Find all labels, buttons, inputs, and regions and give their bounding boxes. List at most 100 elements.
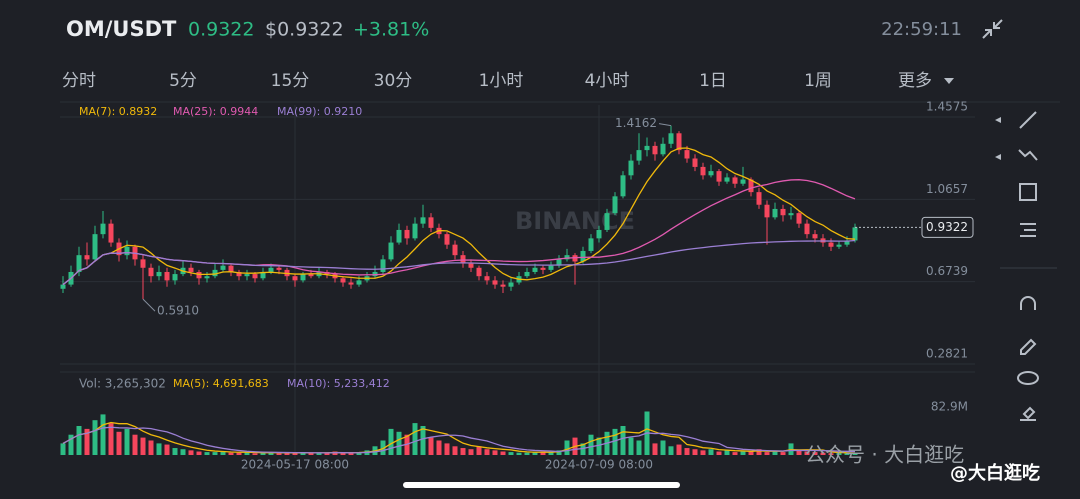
volume-bar <box>428 437 434 455</box>
y-tick-label: 0.2821 <box>926 347 968 361</box>
volume-bar <box>636 440 642 455</box>
ma-label: MA(25): 0.9944 <box>173 105 258 118</box>
candle-body <box>492 280 498 285</box>
tab[interactable]: 更多 <box>898 71 932 91</box>
volume-bar <box>652 443 658 455</box>
tool-line[interactable] <box>1019 111 1037 129</box>
volume-bar <box>276 453 282 455</box>
volume-bar <box>324 452 330 455</box>
y-tick-label: 1.0657 <box>926 182 968 196</box>
candle-body <box>852 227 858 241</box>
tool-fib[interactable] <box>1020 223 1036 237</box>
candle-body <box>780 208 786 216</box>
candle-body <box>308 274 314 277</box>
collapse-icon[interactable] <box>982 19 1003 39</box>
last-price-box <box>921 216 974 238</box>
tool-trend[interactable] <box>1018 149 1038 161</box>
tab[interactable]: 4小时 <box>585 71 630 91</box>
tab[interactable]: 1小时 <box>479 71 524 91</box>
tab[interactable]: 1周 <box>804 71 832 91</box>
candle-body <box>228 265 234 272</box>
tool-rect[interactable] <box>1019 183 1037 201</box>
candle-body <box>244 274 250 277</box>
candle-body <box>772 208 778 218</box>
candle-body <box>828 242 834 247</box>
candle-body <box>444 234 450 245</box>
volume-bar <box>556 450 562 455</box>
tab[interactable]: 1日 <box>699 71 727 91</box>
candle-body <box>628 160 634 176</box>
candle-body <box>100 223 106 235</box>
dropdown-arrow <box>944 78 954 84</box>
volume-bar <box>628 437 634 455</box>
vol-label: Vol: 3,265,302 <box>79 377 166 391</box>
volume-bar <box>172 448 178 455</box>
volume-bar <box>300 452 306 455</box>
candle-body <box>380 259 386 272</box>
usd-price: $0.9322 <box>265 19 344 41</box>
candle-body <box>428 217 434 228</box>
candle-body <box>716 171 722 182</box>
vol-ma-label: MA(10): 5,233,412 <box>287 377 390 390</box>
ma-label: MA(7): 0.8932 <box>79 105 157 118</box>
volume-bar <box>676 444 682 455</box>
candle-body <box>396 229 402 243</box>
volume-bar <box>852 453 858 455</box>
tab[interactable]: 15分 <box>271 71 310 91</box>
volume-bar <box>356 452 362 455</box>
annotation-label: 1.4162 <box>615 116 657 130</box>
volume-bar <box>620 426 626 455</box>
volume-bar <box>236 452 242 455</box>
toolbar-arrow[interactable] <box>995 117 1001 160</box>
tab-bar: 分时 5分 15分 30分 1小时 4小时 1日 1周 更多 <box>62 71 954 91</box>
candle-body <box>108 223 114 243</box>
candle-body <box>684 150 690 159</box>
volume-bar <box>548 452 554 455</box>
volume-bar <box>132 434 138 455</box>
candle-body <box>404 229 410 239</box>
last-price: 0.9322 <box>926 220 968 234</box>
tool-pen[interactable] <box>1020 338 1037 355</box>
volume-bar <box>716 451 722 455</box>
volume-bar <box>212 452 218 455</box>
volume-bar <box>764 452 770 455</box>
volume-bar <box>124 428 130 455</box>
candle-body <box>788 213 794 216</box>
candle-body <box>508 282 514 287</box>
candle-body <box>300 274 306 281</box>
volume-bar <box>564 440 570 455</box>
wechat-watermark: 公众号 · 大白逛吃 <box>805 443 964 467</box>
handle-watermark: @大白逛吃 <box>950 462 1040 484</box>
volume-bar <box>116 431 122 455</box>
candle-body <box>188 267 194 272</box>
candle-body <box>140 259 146 268</box>
tool-erase[interactable] <box>1020 406 1036 421</box>
tab[interactable]: 5分 <box>169 71 197 91</box>
candle-body <box>604 213 610 230</box>
volume-bar <box>316 453 322 455</box>
volume-bar <box>148 440 154 455</box>
candle-body <box>484 276 490 281</box>
candle-body <box>260 271 266 279</box>
volume-bar <box>340 452 346 455</box>
toolbar <box>995 111 1057 421</box>
volume-bar <box>508 452 514 455</box>
candle-body <box>412 223 418 239</box>
volume-bar <box>108 423 114 455</box>
candle-body <box>812 234 818 239</box>
tab[interactable]: 30分 <box>374 71 413 91</box>
volume-bar <box>668 446 674 455</box>
volume-bar <box>308 453 314 455</box>
tab[interactable]: 分时 <box>62 71 96 91</box>
candle-body <box>652 145 658 155</box>
tool-eye[interactable] <box>1017 371 1039 385</box>
volume-bar <box>700 450 706 455</box>
volume-bar <box>220 451 226 455</box>
candle-body <box>340 278 346 283</box>
tool-magnet[interactable] <box>1020 296 1036 310</box>
volume-bar <box>596 437 602 455</box>
home-indicator <box>403 482 680 488</box>
plot: 1.4575 1.0657 0.6739 0.2821 82.9M 2024-05-17 … <box>60 100 975 472</box>
annotation-line <box>658 123 672 127</box>
